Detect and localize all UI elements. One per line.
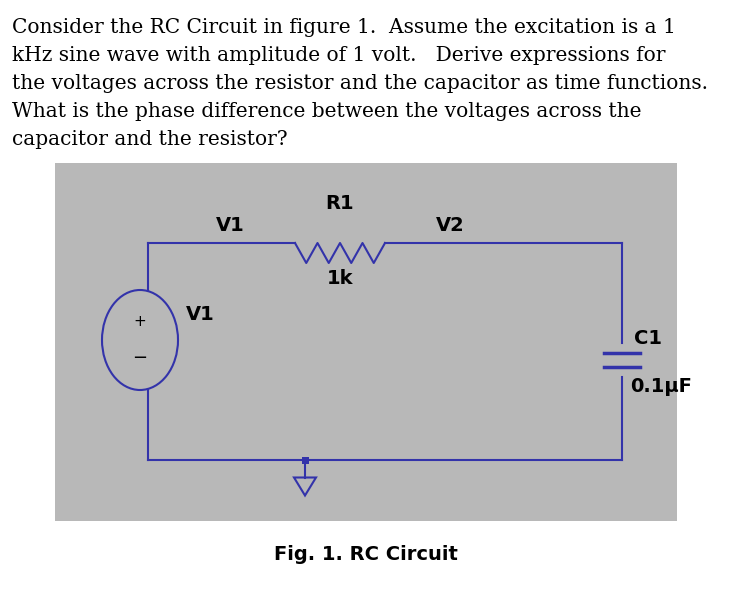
Text: the voltages across the resistor and the capacitor as time functions.: the voltages across the resistor and the… bbox=[12, 74, 708, 93]
Text: V1: V1 bbox=[216, 216, 244, 235]
Text: What is the phase difference between the voltages across the: What is the phase difference between the… bbox=[12, 102, 641, 121]
Text: +: + bbox=[134, 315, 146, 329]
Text: 0.1μF: 0.1μF bbox=[630, 376, 692, 395]
Text: Fig. 1. RC Circuit: Fig. 1. RC Circuit bbox=[274, 545, 458, 564]
Text: V1: V1 bbox=[186, 306, 214, 325]
Bar bbox=[55, 163, 677, 521]
Bar bbox=[302, 456, 308, 464]
Text: −: − bbox=[132, 349, 148, 367]
Text: R1: R1 bbox=[326, 194, 354, 213]
Text: C1: C1 bbox=[634, 329, 662, 348]
Text: Consider the RC Circuit in figure 1.  Assume the excitation is a 1: Consider the RC Circuit in figure 1. Ass… bbox=[12, 18, 676, 37]
Text: 1k: 1k bbox=[326, 269, 354, 288]
Text: V2: V2 bbox=[436, 216, 464, 235]
Text: capacitor and the resistor?: capacitor and the resistor? bbox=[12, 130, 288, 149]
Text: kHz sine wave with amplitude of 1 volt.   Derive expressions for: kHz sine wave with amplitude of 1 volt. … bbox=[12, 46, 665, 65]
